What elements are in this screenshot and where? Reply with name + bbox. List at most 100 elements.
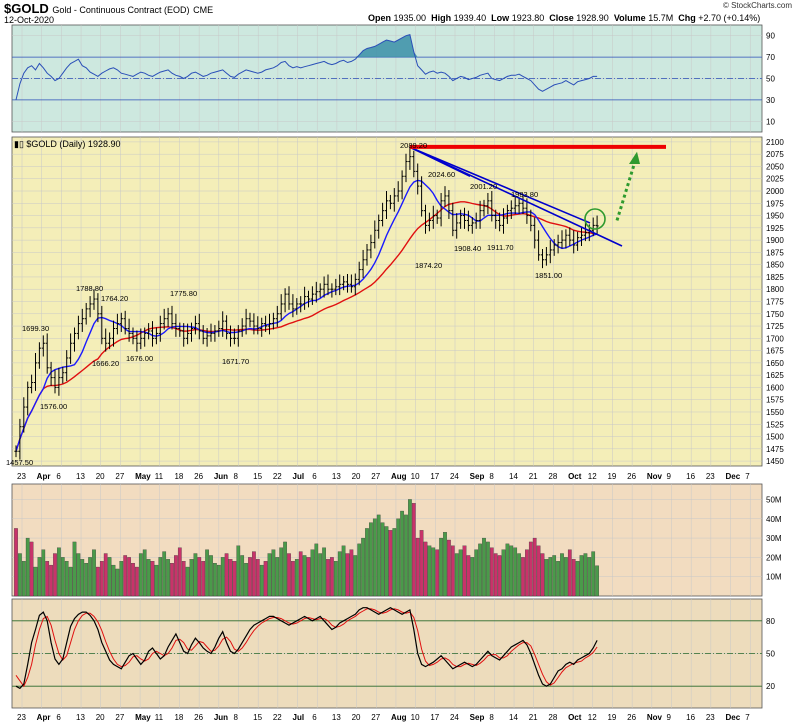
volume-bar bbox=[454, 553, 459, 597]
x-tick-label: 15 bbox=[253, 713, 262, 722]
stoch-axis-tick-label: 80 bbox=[766, 617, 775, 626]
x-tick-label: Nov bbox=[647, 472, 663, 481]
volume-bar bbox=[404, 514, 408, 597]
price-axis-tick-label: 1975 bbox=[766, 199, 784, 208]
price-point-label: 1576.00 bbox=[40, 402, 67, 411]
volume-bar bbox=[263, 561, 268, 597]
volume-bar bbox=[330, 557, 334, 597]
price-axis-tick-label: 1675 bbox=[766, 347, 784, 356]
x-tick-label: May bbox=[135, 472, 151, 481]
x-tick-label: 8 bbox=[233, 472, 238, 481]
x-tick-label: 15 bbox=[253, 472, 262, 481]
volume-bar bbox=[216, 564, 221, 597]
volume-bar bbox=[474, 549, 479, 597]
x-tick-label: 7 bbox=[745, 713, 750, 722]
volume-bar bbox=[376, 514, 381, 597]
stoch-axis-tick-label: 50 bbox=[766, 650, 775, 659]
x-tick-label: 23 bbox=[17, 472, 26, 481]
volume-bar bbox=[107, 557, 112, 597]
price-point-label: 2024.60 bbox=[428, 170, 455, 179]
price-axis-tick-label: 1600 bbox=[766, 383, 784, 392]
price-axis-tick-label: 1950 bbox=[766, 212, 784, 221]
volume-bar bbox=[25, 537, 30, 597]
x-tick-label: 26 bbox=[194, 472, 203, 481]
x-tick-label: 22 bbox=[273, 713, 282, 722]
x-tick-label: Jul bbox=[293, 472, 305, 481]
x-tick-label: 17 bbox=[430, 472, 439, 481]
volume-bar bbox=[294, 559, 299, 597]
volume-bar bbox=[372, 518, 377, 597]
volume-bar bbox=[99, 561, 104, 597]
x-tick-label: 22 bbox=[273, 472, 282, 481]
high-value: 1939.40 bbox=[453, 13, 487, 23]
x-tick-label: Dec bbox=[726, 713, 741, 722]
price-axis-tick-label: 1750 bbox=[766, 310, 784, 319]
volume-bar bbox=[466, 555, 471, 597]
x-tick-label: Jun bbox=[214, 472, 228, 481]
price-axis-tick-label: 1450 bbox=[766, 457, 784, 466]
volume-bar bbox=[76, 553, 81, 597]
x-tick-label: 14 bbox=[509, 472, 518, 481]
volume-bar bbox=[201, 561, 206, 597]
volume-bar bbox=[267, 553, 272, 597]
x-tick-label: 13 bbox=[332, 472, 341, 481]
volume-bar bbox=[337, 551, 342, 597]
x-tick-label: 6 bbox=[312, 472, 317, 481]
volume-bar bbox=[575, 561, 580, 597]
volume-bar bbox=[587, 557, 592, 597]
x-tick-label: Dec bbox=[726, 472, 741, 481]
x-tick-label: 23 bbox=[706, 472, 715, 481]
volume-bar bbox=[21, 561, 26, 597]
x-tick-label: 10 bbox=[411, 472, 420, 481]
volume-bar bbox=[150, 561, 155, 597]
price-point-label: 1851.00 bbox=[535, 271, 562, 280]
volume-bar bbox=[287, 553, 291, 597]
x-tick-label: Sep bbox=[470, 713, 485, 722]
x-tick-label: 20 bbox=[352, 472, 361, 481]
price-point-label: 2001.20 bbox=[470, 182, 497, 191]
volume-bar bbox=[283, 541, 287, 597]
volume-bar bbox=[271, 549, 276, 597]
x-tick-label: Jun bbox=[214, 713, 228, 722]
volume-bar bbox=[528, 541, 533, 597]
volume-bar bbox=[197, 557, 202, 597]
x-tick-label: Oct bbox=[568, 713, 582, 722]
volume-bar bbox=[220, 557, 225, 597]
x-tick-label: Aug bbox=[391, 713, 407, 722]
price-point-label: 1457.50 bbox=[6, 458, 33, 467]
x-tick-label: 13 bbox=[332, 713, 341, 722]
moving-average-short bbox=[15, 179, 598, 452]
volume-bar bbox=[571, 559, 576, 597]
volume-bar bbox=[353, 555, 358, 597]
price-axis-tick-label: 1825 bbox=[766, 273, 784, 282]
volume-bar bbox=[123, 555, 128, 597]
x-tick-label: 23 bbox=[17, 713, 26, 722]
volume-bar bbox=[244, 563, 248, 597]
volume-bar bbox=[279, 547, 284, 597]
price-axis-tick-label: 1625 bbox=[766, 371, 784, 380]
price-legend: ▮▯ $GOLD (Daily) 1928.90 bbox=[14, 139, 120, 150]
price-axis-tick-label: 1500 bbox=[766, 433, 784, 442]
volume-bar bbox=[205, 549, 209, 597]
price-point-label: 1911.70 bbox=[487, 243, 514, 252]
volume-bar bbox=[127, 557, 131, 597]
volume-bar bbox=[326, 559, 330, 597]
price-axis-tick-label: 1775 bbox=[766, 298, 784, 307]
rsi-axis-tick-label: 90 bbox=[766, 32, 775, 41]
volume-tick-label: 20M bbox=[766, 553, 782, 562]
volume-bar bbox=[72, 541, 77, 597]
volume-bar bbox=[92, 549, 96, 597]
volume-bar bbox=[388, 530, 393, 597]
volume-tick-label: 30M bbox=[766, 534, 782, 543]
candle-icon: ▮▯ bbox=[14, 139, 24, 149]
volume-bar bbox=[209, 555, 213, 597]
volume-bar bbox=[478, 543, 482, 597]
volume-bar bbox=[88, 557, 92, 597]
symbol: $GOLD bbox=[4, 1, 49, 16]
x-tick-label: 13 bbox=[76, 713, 85, 722]
volume-bar bbox=[595, 565, 599, 597]
volume-bar bbox=[146, 559, 151, 597]
volume-bar bbox=[486, 541, 490, 597]
volume-bar bbox=[482, 537, 486, 597]
